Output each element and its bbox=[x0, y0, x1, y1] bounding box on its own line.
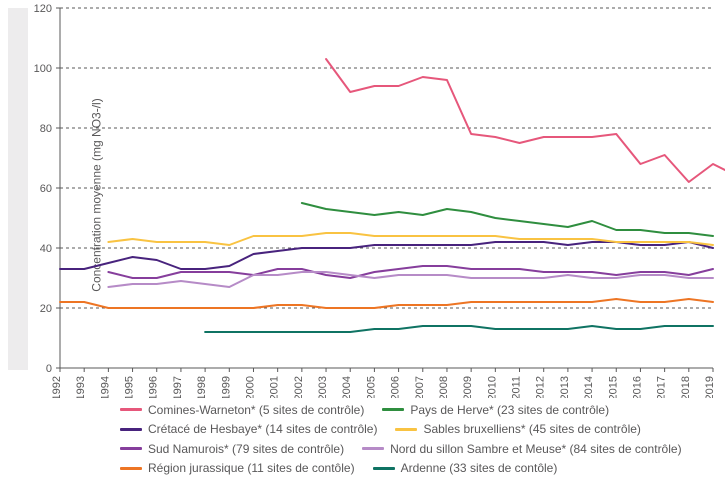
ytick-label: 60 bbox=[40, 183, 52, 195]
xtick-label: 2005 bbox=[365, 376, 377, 398]
series-line bbox=[60, 299, 713, 308]
xtick-label: 2014 bbox=[583, 376, 595, 398]
xtick-label: 1999 bbox=[220, 376, 232, 398]
ytick-label: 80 bbox=[40, 123, 52, 135]
xtick-label: 2019 bbox=[704, 376, 716, 398]
chart-canvas: 0 20 40 60 80 100 120 1992 1993 1994 1995 1996 1997 1… bbox=[0, 0, 725, 398]
ytick-label: 100 bbox=[34, 63, 52, 75]
ytick-label: 40 bbox=[40, 243, 52, 255]
legend-swatch bbox=[120, 408, 142, 411]
legend-item: Région jurassique (11 sites de contôle) bbox=[120, 461, 355, 475]
legend-swatch bbox=[120, 428, 142, 431]
xtick-label: 2009 bbox=[462, 376, 474, 398]
xtick-label: 2017 bbox=[656, 376, 668, 398]
xtick-label: 2012 bbox=[535, 376, 547, 398]
legend-item: Pays de Herve* (23 sites de contrôle) bbox=[382, 403, 609, 417]
xtick-label: 2018 bbox=[680, 376, 692, 398]
ytick-label: 0 bbox=[46, 363, 52, 375]
xtick-label: 1992 bbox=[51, 376, 63, 398]
xtick-label: 2007 bbox=[414, 376, 426, 398]
legend-item: Sables bruxelliens* (45 sites de contrôl… bbox=[395, 422, 640, 436]
xtick-label: 2015 bbox=[607, 376, 619, 398]
xtick-label: 2010 bbox=[486, 376, 498, 398]
xtick-label: 1998 bbox=[196, 376, 208, 398]
xtick-label: 2003 bbox=[317, 376, 329, 398]
series-line bbox=[205, 326, 713, 332]
xtick-label: 1997 bbox=[172, 376, 184, 398]
legend-label: Région jurassique (11 sites de contôle) bbox=[148, 461, 355, 475]
xtick-label: 1994 bbox=[99, 376, 111, 398]
legend-item: Crétacé de Hesbaye* (14 sites de contrôl… bbox=[120, 422, 377, 436]
legend-swatch bbox=[120, 447, 142, 450]
legend-label: Sud Namurois* (79 sites de contrôle) bbox=[148, 442, 344, 456]
legend-item: Comines-Warneton* (5 sites de contrôle) bbox=[120, 403, 364, 417]
series-line bbox=[108, 266, 713, 278]
legend-label: Ardenne (33 sites de contôle) bbox=[401, 461, 558, 475]
series-line bbox=[60, 242, 713, 269]
xtick-label: 2000 bbox=[244, 376, 256, 398]
xtick-label: 1993 bbox=[75, 376, 87, 398]
xtick-label: 2013 bbox=[559, 376, 571, 398]
xtick-label: 2002 bbox=[293, 376, 305, 398]
legend-item: Ardenne (33 sites de contôle) bbox=[373, 461, 558, 475]
xtick-label: 2011 bbox=[511, 376, 523, 398]
legend-label: Comines-Warneton* (5 sites de contrôle) bbox=[148, 403, 364, 417]
xtick-label: 1995 bbox=[124, 376, 136, 398]
ytick-label: 20 bbox=[40, 303, 52, 315]
xtick-label: 2004 bbox=[341, 376, 353, 398]
xtick-label: 2016 bbox=[631, 376, 643, 398]
series-line bbox=[326, 59, 725, 182]
legend-swatch bbox=[395, 428, 417, 431]
legend-label: Crétacé de Hesbaye* (14 sites de contrôl… bbox=[148, 422, 377, 436]
legend-item: Nord du sillon Sambre et Meuse* (84 site… bbox=[362, 442, 681, 456]
ytick-label: 120 bbox=[34, 3, 52, 15]
xtick-label: 2001 bbox=[269, 376, 281, 398]
legend-label: Nord du sillon Sambre et Meuse* (84 site… bbox=[390, 442, 681, 456]
legend-label: Sables bruxelliens* (45 sites de contrôl… bbox=[423, 422, 640, 436]
legend-swatch bbox=[120, 467, 142, 470]
series-line bbox=[302, 203, 713, 236]
legend-item: Sud Namurois* (79 sites de contrôle) bbox=[120, 442, 344, 456]
legend-swatch bbox=[373, 467, 395, 470]
xtick-label: 2006 bbox=[390, 376, 402, 398]
xtick-label: 2008 bbox=[438, 376, 450, 398]
legend: Comines-Warneton* (5 sites de contrôle) P… bbox=[120, 400, 710, 478]
legend-swatch bbox=[362, 447, 384, 450]
legend-label: Pays de Herve* (23 sites de contrôle) bbox=[410, 403, 609, 417]
xtick-label: 1996 bbox=[148, 376, 160, 398]
legend-swatch bbox=[382, 408, 404, 411]
